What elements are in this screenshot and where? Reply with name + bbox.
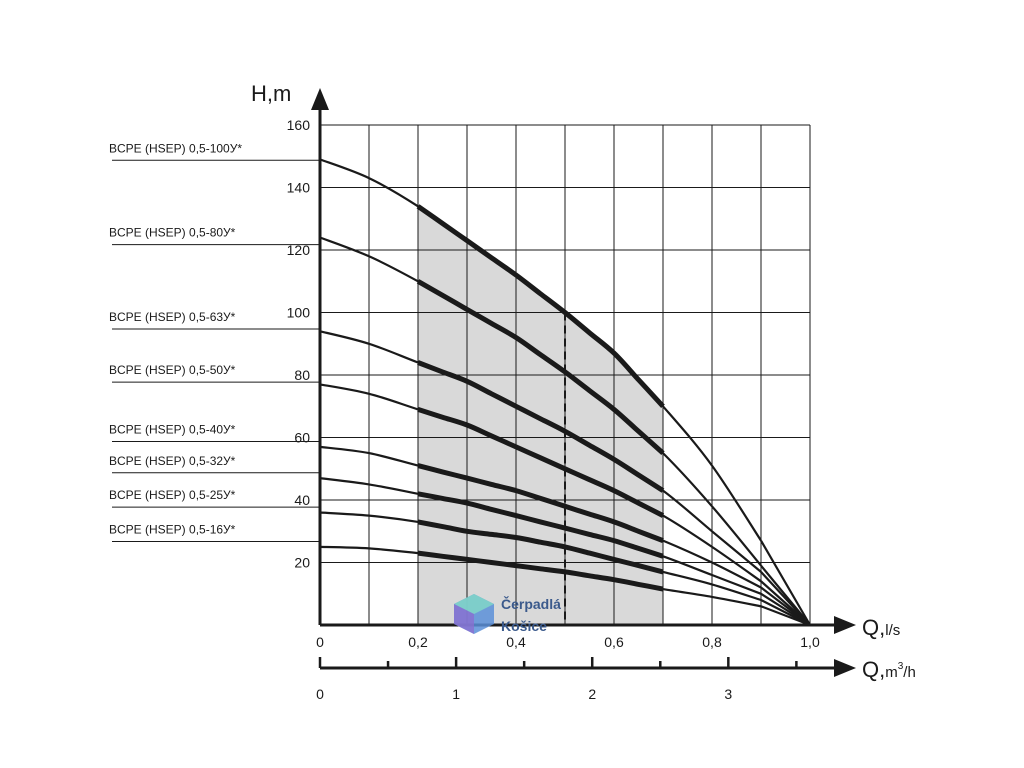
x-axis-name: Q, xyxy=(862,615,885,640)
series-curve-tail xyxy=(760,571,811,626)
series-curve-operating xyxy=(417,550,664,592)
labels-layer: BCPE (HSEP) 0,5-100У* BCPE (HSEP) 0,5-80У… xyxy=(109,117,820,702)
y-tick-label: 40 xyxy=(294,492,310,508)
x2-tick-label: 3 xyxy=(724,686,732,702)
y-tick-label: 60 xyxy=(294,430,310,446)
axes-layer xyxy=(311,88,856,677)
x-axis-title: Q,l/s xyxy=(862,615,900,640)
series-label: BCPE (HSEP) 0,5-32У* xyxy=(109,454,236,468)
x2-axis-arrow xyxy=(834,659,856,677)
y-tick-label: 80 xyxy=(294,367,310,383)
series-curve-operating xyxy=(417,407,665,518)
y-tick-label: 160 xyxy=(287,117,311,133)
watermark-line2: Košice xyxy=(501,618,547,634)
series-curve-operating xyxy=(417,491,664,559)
series-curve-operating xyxy=(416,279,665,455)
y-tick-label: 100 xyxy=(287,305,311,321)
series-curve-operating xyxy=(416,204,665,408)
series-label: BCPE (HSEP) 0,5-80У* xyxy=(109,226,236,240)
x2-axis-unit-sup: 3 xyxy=(898,661,904,672)
y-axis-arrow xyxy=(311,88,329,110)
y-axis-title: H,m xyxy=(251,81,291,106)
x-tick-label: 0,4 xyxy=(506,634,526,650)
watermark-line1: Čerpadlá xyxy=(501,595,561,612)
x-tick-label: 1,0 xyxy=(800,634,820,650)
series-curve-operating xyxy=(417,519,664,575)
x2-tick-label: 0 xyxy=(316,686,324,702)
series-label: BCPE (HSEP) 0,5-63У* xyxy=(109,310,236,324)
series-label: BCPE (HSEP) 0,5-100У* xyxy=(109,141,242,155)
series-curve-tail xyxy=(760,540,811,626)
x2-axis-unit-base: m xyxy=(885,664,898,681)
series-label: BCPE (HSEP) 0,5-25У* xyxy=(109,488,236,502)
series-curve-operating xyxy=(417,360,665,493)
series-label: BCPE (HSEP) 0,5-50У* xyxy=(109,363,236,377)
x-tick-label: 0,6 xyxy=(604,634,624,650)
series-curve-tail xyxy=(760,605,811,627)
x-tick-label: 0,2 xyxy=(408,634,428,650)
y-tick-label: 140 xyxy=(287,180,311,196)
curves-layer xyxy=(319,158,811,627)
y-tick-label: 20 xyxy=(294,555,310,571)
x2-axis-name: Q, xyxy=(862,657,885,682)
x2-axis-unit-tail: /h xyxy=(903,664,916,681)
x2-tick-label: 1 xyxy=(452,686,460,702)
x2-axis-title: Q,m3/h xyxy=(862,657,916,682)
x-axis-arrow xyxy=(834,616,856,634)
x-tick-label: 0,8 xyxy=(702,634,722,650)
x-axis-unit: l/s xyxy=(885,622,900,639)
x2-tick-label: 2 xyxy=(588,686,596,702)
series-curve-operating xyxy=(417,463,664,543)
y-tick-label: 120 xyxy=(287,242,311,258)
series-label: BCPE (HSEP) 0,5-40У* xyxy=(109,423,236,437)
series-label: BCPE (HSEP) 0,5-16У* xyxy=(109,523,236,537)
x-tick-label: 0 xyxy=(316,634,324,650)
watermark-logo: Čerpadlá Košice xyxy=(454,594,561,634)
cube-logo-icon xyxy=(454,594,494,634)
